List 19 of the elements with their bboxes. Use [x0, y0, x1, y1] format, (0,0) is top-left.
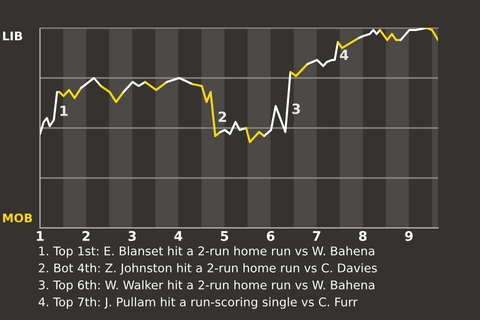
- x-tick-label: 1: [36, 231, 44, 241]
- text: 2. Bot 4th: Z. Johnston hit a 2-run home run vs C. Davies: [38, 263, 377, 275]
- text: 1. Top 1st: E. Blanset hit a 2-run home run vs W. Bahena: [39, 246, 374, 258]
- x-tick-label: 5: [220, 231, 228, 241]
- text: LIB: [3, 32, 22, 40]
- x-tick-label: 2: [82, 231, 90, 241]
- x-tick-label: 3: [128, 231, 136, 241]
- x-tick-label: 8: [359, 231, 367, 241]
- text: 3. Top 6th: W. Walker hit a 2-run home run vs W. Bahena: [38, 280, 374, 292]
- x-tick-label: 6: [266, 231, 274, 241]
- x-tick-label: 9: [405, 231, 413, 241]
- text: 4. Top 7th: J. Pullam hit a run-scoring single vs C. Furr: [38, 297, 358, 309]
- text: MOB: [3, 213, 32, 222]
- x-tick-label: 7: [313, 231, 320, 241]
- annotation: 3: [292, 104, 300, 114]
- annotation: 4: [340, 50, 348, 60]
- x-tick-label: 4: [174, 231, 182, 241]
- annotation: 1: [60, 106, 68, 116]
- annotation: 2: [218, 112, 226, 122]
